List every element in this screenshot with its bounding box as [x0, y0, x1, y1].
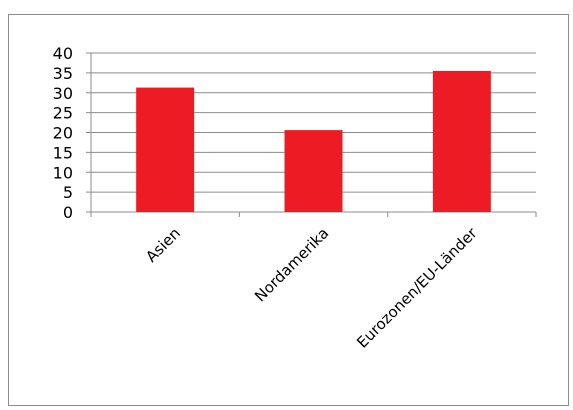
y-tick-label: 30 [53, 84, 73, 103]
y-tick-label: 0 [63, 203, 73, 222]
y-tick-label: 10 [53, 163, 73, 182]
x-category-label: Asien [142, 224, 184, 266]
y-tick-label: 35 [53, 64, 73, 83]
y-tick-label: 25 [53, 104, 73, 123]
y-tick-label: 15 [53, 143, 73, 162]
y-tick-label: 5 [63, 183, 73, 202]
bar [432, 70, 491, 212]
x-category-label: Nordamerika [251, 224, 332, 305]
y-tick-label: 20 [53, 124, 73, 143]
x-category-label: Eurozonen/EU-Länder [353, 224, 481, 352]
y-tick-label: 40 [53, 44, 73, 63]
bar [136, 87, 195, 212]
bar [284, 130, 343, 212]
